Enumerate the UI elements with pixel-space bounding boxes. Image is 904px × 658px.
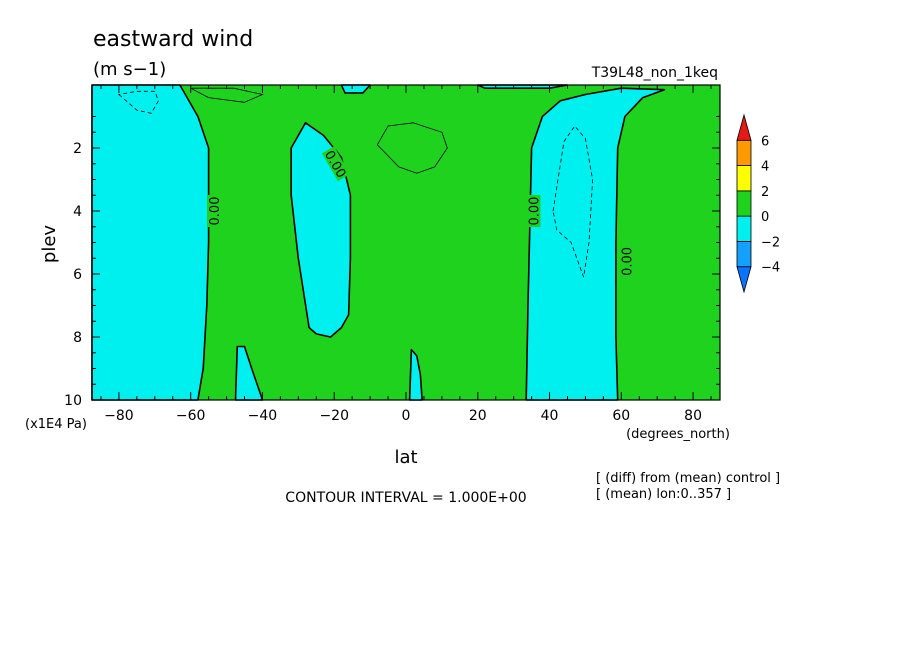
- y-axis-units: (x1E4 Pa): [25, 417, 87, 432]
- x-tick-label: 40: [541, 408, 559, 424]
- y-axis-label: plev: [39, 225, 60, 264]
- x-tick-label: 80: [684, 408, 702, 424]
- chart-title: eastward wind: [93, 27, 253, 52]
- note-mean: [ (mean) lon:0..357 ]: [596, 487, 731, 502]
- run-label: T39L48_non_1keq: [591, 65, 718, 81]
- contour-label-bg: [207, 195, 222, 227]
- plot-area: 0.000.000.000.00: [91, 84, 721, 401]
- colorbar-label: 4: [761, 160, 769, 175]
- colorbar-segment: [736, 215, 752, 242]
- contour-label-0: 0.00: [208, 197, 223, 226]
- solid-contour-0: [376, 122, 448, 174]
- colorbar-arrow-high: [736, 113, 752, 141]
- colorbar-arrow-low: [736, 266, 752, 294]
- colorbar-label: 0: [761, 210, 769, 225]
- y-tick-label: 6: [73, 267, 82, 283]
- colorbar-label: −4: [761, 261, 780, 276]
- contour-label-2: 0.00: [527, 197, 542, 226]
- x-tick-label: 20: [469, 408, 487, 424]
- x-axis-label: lat: [394, 447, 417, 468]
- y-tick-label: 4: [73, 204, 82, 220]
- colorbar-label: −2: [761, 235, 780, 250]
- contour-label-3: 0.00: [621, 247, 636, 276]
- contour-label-bg: [321, 146, 351, 182]
- y-tick-label: 10: [64, 393, 82, 409]
- dashed-contour-1: [552, 125, 594, 278]
- dashed-contour-0: [118, 90, 159, 114]
- y-axis: 2 4 6 8 10: [64, 116, 720, 409]
- note-diff: [ (diff) from (mean) control ]: [596, 471, 780, 486]
- contour-interval: CONTOUR INTERVAL = 1.000E+00: [285, 490, 526, 506]
- colorbar-segment: [736, 165, 752, 192]
- colorbar-segment: [736, 190, 752, 217]
- x-tick-label: −20: [319, 408, 349, 424]
- region-west-cyan: [91, 84, 210, 401]
- colorbar-segment: [736, 139, 752, 166]
- colorbar-segment: [736, 241, 752, 268]
- contour-label-bg: [619, 245, 634, 278]
- x-axis: −80 −60 −40 −20 0 20 40 60 80: [100, 85, 712, 424]
- colorbar-label: 6: [761, 134, 769, 149]
- x-tick-label: 60: [612, 408, 630, 424]
- colorbar-label: 2: [761, 185, 769, 200]
- y-tick-label: 2: [73, 141, 82, 157]
- x-tick-label: −40: [248, 408, 278, 424]
- x-tick-label: 0: [402, 408, 411, 424]
- x-axis-units: (degrees_north): [626, 427, 730, 442]
- y-tick-label: 8: [73, 330, 82, 346]
- region-east-cyan: [525, 87, 666, 401]
- x-tick-label: −80: [104, 408, 134, 424]
- colorbar: 6 4 2 0 −2 −4: [736, 113, 780, 294]
- contour-label-bg: [526, 195, 541, 227]
- x-tick-label: −60: [176, 408, 206, 424]
- chart-units: (m s−1): [93, 59, 166, 80]
